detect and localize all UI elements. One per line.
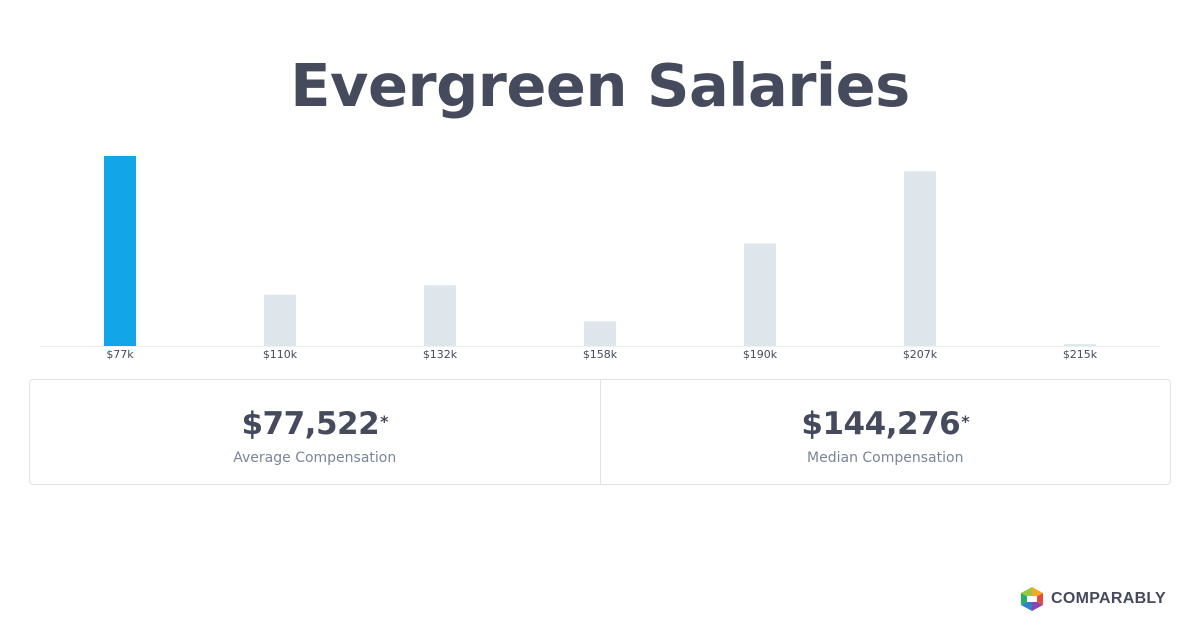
x-tick-label: $190k — [743, 348, 778, 361]
x-tick-label: $158k — [583, 348, 618, 361]
compensation-stats-panel: $77,522* Average Compensation $144,276* … — [29, 379, 1171, 485]
page-title: Evergreen Salaries — [290, 51, 910, 120]
comparably-logo[interactable]: COMPARABLY — [1019, 586, 1166, 612]
bar-190k[interactable] — [744, 243, 776, 346]
bar-215k[interactable] — [1064, 344, 1096, 346]
average-compensation-card: $77,522* Average Compensation — [30, 380, 600, 484]
median-asterisk: * — [961, 412, 970, 431]
bar-110k[interactable] — [264, 294, 296, 346]
x-tick-label: $77k — [106, 348, 134, 361]
average-compensation-value: $77,522* — [241, 406, 389, 442]
x-tick-label: $207k — [903, 348, 938, 361]
bar-207k[interactable] — [904, 171, 936, 346]
comparably-logo-icon — [1021, 587, 1043, 611]
bar-158k[interactable] — [584, 321, 616, 346]
average-asterisk: * — [380, 412, 389, 431]
median-compensation-label: Median Compensation — [807, 450, 964, 466]
x-tick-label: $110k — [263, 348, 298, 361]
x-tick-label: $132k — [423, 348, 458, 361]
average-compensation-label: Average Compensation — [233, 450, 397, 466]
salary-bar-chart: $77k $110k $132k $158k $190k $207k $215k — [40, 156, 1160, 361]
x-tick-label: $215k — [1063, 348, 1098, 361]
median-compensation-value: $144,276* — [801, 406, 970, 442]
logo-text: COMPARABLY — [1051, 590, 1167, 607]
bar-77k[interactable] — [104, 156, 136, 346]
median-compensation-card: $144,276* Median Compensation — [599, 380, 1171, 484]
bar-132k[interactable] — [424, 285, 456, 346]
